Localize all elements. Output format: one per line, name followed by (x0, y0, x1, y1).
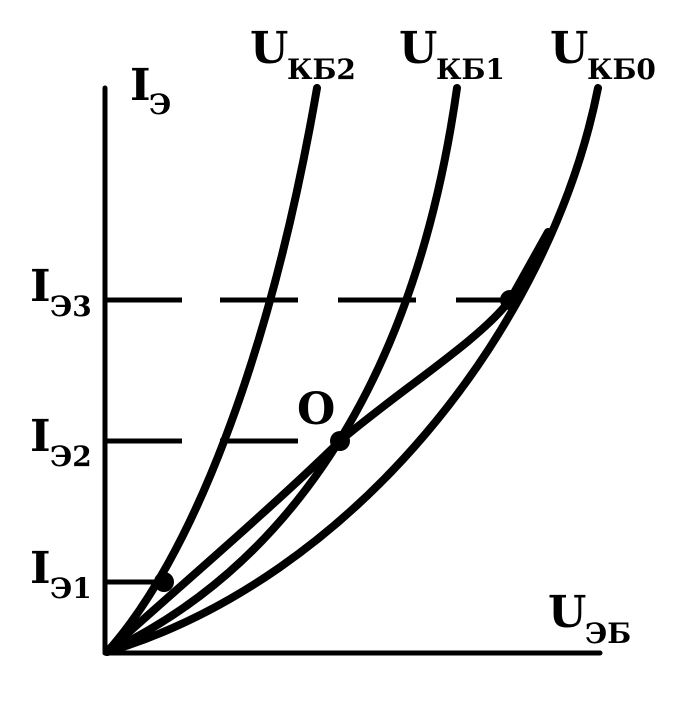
curve-label-ukb2: U КБ2 (250, 23, 356, 86)
point-ie3 (500, 290, 520, 310)
x-axis-label: U ЭБ (548, 587, 631, 650)
curve-label-ukb1: U КБ1 (399, 23, 505, 86)
tick-label-ie3: I Э3 (30, 261, 92, 323)
tick-label-ie1: I Э1 (30, 543, 92, 605)
y-axis-label: I Э (130, 60, 171, 121)
curve-ukb1 (103, 84, 461, 656)
curve-ukb0 (103, 84, 602, 656)
operating-point-o (330, 431, 350, 451)
point-ie1 (154, 572, 174, 592)
curve-label-ukb0: U КБ0 (550, 23, 656, 86)
tick-label-ie2: I Э2 (30, 411, 92, 473)
point-label-o: O (297, 384, 335, 435)
curve-ukb2 (103, 84, 321, 656)
